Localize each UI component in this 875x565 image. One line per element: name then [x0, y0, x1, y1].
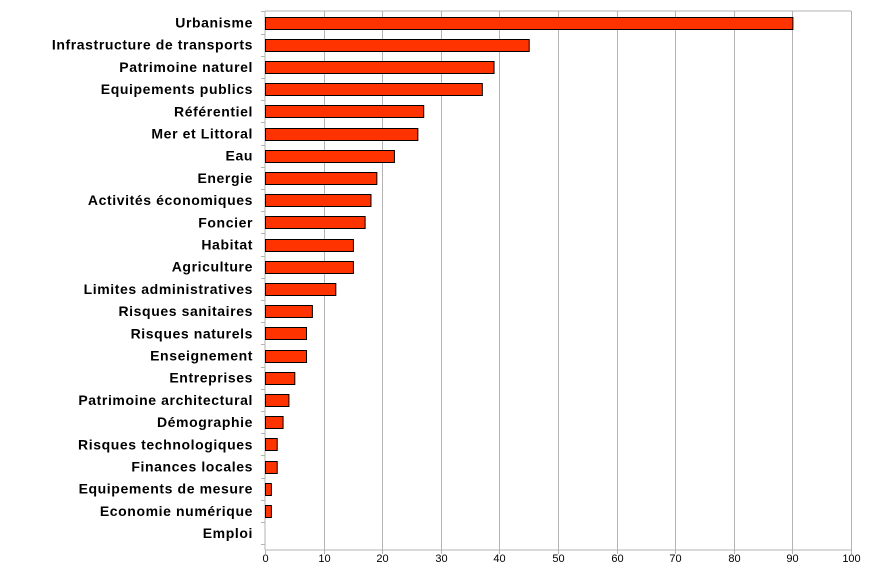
bar — [265, 83, 483, 96]
category-label: Emploi — [203, 525, 253, 541]
x-tick-label: 60 — [611, 553, 623, 565]
category-label: Enseignement — [150, 348, 253, 364]
category-label: Equipements de mesure — [79, 481, 253, 497]
category-label: Limites administratives — [84, 281, 253, 297]
category-label: Patrimoine naturel — [119, 59, 253, 75]
category-labels: Urbanisme Infrastructure de transports Pat… — [52, 15, 253, 542]
x-tick-label: 0 — [262, 553, 268, 565]
bar — [265, 327, 308, 340]
category-label: Référentiel — [174, 103, 253, 119]
x-tick-label: 40 — [493, 553, 505, 565]
category-label: Agriculture — [172, 259, 253, 275]
x-tick-label: 10 — [318, 553, 330, 565]
category-label: Economie numérique — [100, 503, 253, 519]
category-label: Risques sanitaires — [118, 303, 253, 319]
category-label: Urbanisme — [175, 15, 253, 31]
bar — [265, 372, 296, 385]
bar — [265, 105, 425, 118]
x-tick-label: 50 — [552, 553, 564, 565]
category-label: Entreprises — [169, 370, 253, 386]
category-label: Foncier — [198, 214, 253, 230]
bar — [265, 350, 308, 363]
bar — [265, 239, 354, 252]
category-label: Activités économiques — [88, 192, 253, 208]
category-label: Patrimoine architectural — [78, 392, 253, 408]
category-label: Finances locales — [131, 459, 253, 475]
x-tick-label: 70 — [669, 553, 681, 565]
bar — [265, 483, 272, 496]
bar — [265, 172, 378, 185]
x-axis-tick-labels: 0 10 20 30 40 50 60 70 80 90 100 — [262, 553, 860, 565]
category-label: Habitat — [201, 237, 253, 253]
bar — [265, 39, 530, 52]
x-tick-label: 80 — [728, 553, 740, 565]
category-label: Risques naturels — [131, 325, 253, 341]
bar — [265, 438, 278, 451]
bar — [265, 17, 794, 30]
bar — [265, 305, 313, 318]
bar — [265, 394, 290, 407]
category-label: Risques technologiques — [78, 436, 253, 452]
bar — [265, 261, 354, 274]
category-label: Démographie — [157, 414, 253, 430]
category-label: Eau — [226, 148, 253, 164]
x-tick-label: 30 — [435, 553, 447, 565]
bar — [265, 505, 272, 518]
bar — [265, 150, 395, 163]
bar — [265, 216, 366, 229]
bar — [265, 416, 284, 429]
bar — [265, 283, 337, 296]
bar — [265, 461, 278, 474]
category-label: Mer et Littoral — [151, 126, 253, 142]
bars — [265, 17, 794, 518]
category-label: Infrastructure de transports — [52, 37, 253, 53]
x-tick-label: 100 — [842, 553, 860, 565]
x-tick-label: 90 — [786, 553, 798, 565]
category-label: Energie — [197, 170, 253, 186]
bar — [265, 61, 495, 74]
x-tick-label: 20 — [376, 553, 388, 565]
grid-lines — [261, 10, 852, 554]
bar — [265, 194, 372, 207]
category-label: Equipements publics — [101, 81, 253, 97]
bar — [265, 128, 419, 141]
